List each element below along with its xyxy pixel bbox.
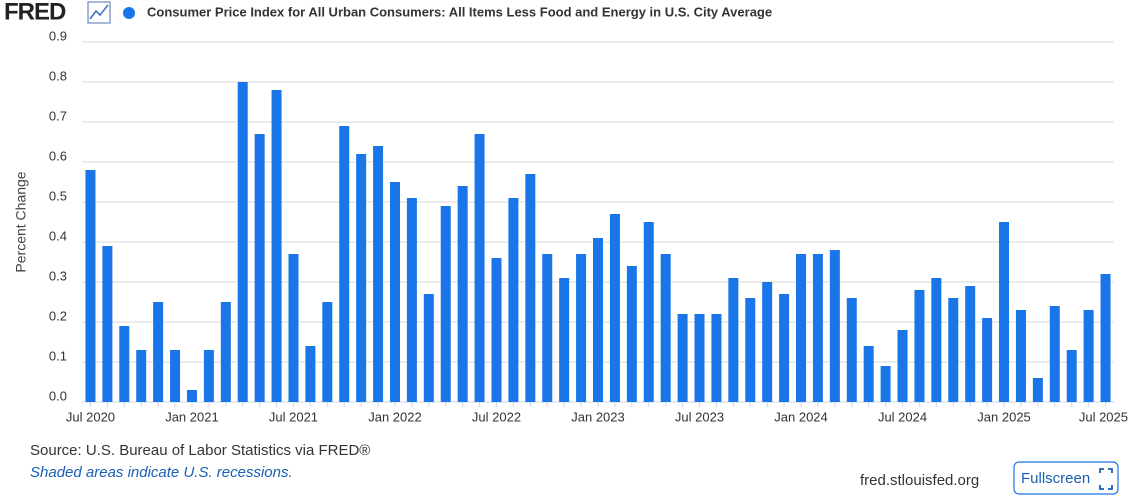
x-tick-label: Jul 2024 xyxy=(878,409,927,424)
y-axis-label: Percent Change xyxy=(13,171,29,272)
bar xyxy=(914,290,925,402)
bar xyxy=(186,390,197,402)
bar xyxy=(626,266,637,402)
bar xyxy=(1049,306,1060,402)
logo-icon xyxy=(87,1,111,24)
legend-marker xyxy=(123,7,135,19)
bar xyxy=(559,278,570,402)
x-tick-label: Jan 2024 xyxy=(774,409,828,424)
bar xyxy=(677,314,688,402)
bar xyxy=(254,134,265,402)
bar xyxy=(609,214,620,402)
bar xyxy=(1032,378,1043,402)
y-tick-label: 0.5 xyxy=(49,188,67,203)
bar xyxy=(457,186,468,402)
bar xyxy=(897,330,908,402)
x-tick-label: Jan 2021 xyxy=(165,409,219,424)
bar xyxy=(491,258,502,402)
bar xyxy=(508,198,519,402)
bar xyxy=(423,294,434,402)
y-tick-label: 0.0 xyxy=(49,388,67,403)
bar xyxy=(373,146,384,402)
y-tick-label: 0.2 xyxy=(49,308,67,323)
legend-label: Consumer Price Index for All Urban Consu… xyxy=(147,4,772,19)
logo: FRED xyxy=(4,0,66,25)
x-tick-label: Jan 2025 xyxy=(977,409,1031,424)
note: Shaded areas indicate U.S. recessions. xyxy=(30,464,293,481)
bar xyxy=(694,314,705,402)
bar xyxy=(389,182,400,402)
site-link[interactable]: fred.stlouisfed.org xyxy=(860,472,979,489)
x-tick-label: Jul 2022 xyxy=(472,409,521,424)
bar xyxy=(305,346,316,402)
bar xyxy=(999,222,1010,402)
bar xyxy=(1066,350,1077,402)
bar xyxy=(796,254,807,402)
bar xyxy=(322,302,333,402)
bar xyxy=(880,366,891,402)
bar xyxy=(660,254,671,402)
bar xyxy=(288,254,299,402)
bar xyxy=(846,298,857,402)
bar xyxy=(356,154,367,402)
y-tick-label: 0.8 xyxy=(49,68,67,83)
bar xyxy=(812,254,823,402)
bar xyxy=(474,134,485,402)
bar xyxy=(102,246,113,402)
bar xyxy=(339,126,350,402)
bar xyxy=(576,254,587,402)
y-tick-label: 0.6 xyxy=(49,148,67,163)
bar xyxy=(728,278,739,402)
bar xyxy=(863,346,874,402)
button-label[interactable]: Fullscreen xyxy=(1021,470,1090,487)
x-tick-label: Jul 2023 xyxy=(675,409,724,424)
bar xyxy=(440,206,451,402)
bar xyxy=(119,326,130,402)
bar xyxy=(643,222,654,402)
fullscreen-button[interactable]: Fullscreen xyxy=(1013,461,1119,495)
bar xyxy=(525,174,536,402)
y-tick-label: 0.4 xyxy=(49,228,67,243)
x-tick-label: Jul 2020 xyxy=(66,409,115,424)
bar xyxy=(829,250,840,402)
x-tick-label: Jan 2022 xyxy=(368,409,422,424)
bar xyxy=(711,314,722,402)
bar xyxy=(203,350,214,402)
bar xyxy=(153,302,164,402)
bar xyxy=(237,82,248,402)
bar xyxy=(931,278,942,402)
bar xyxy=(745,298,756,402)
y-tick-label: 0.3 xyxy=(49,268,67,283)
bar xyxy=(406,198,417,402)
y-tick-label: 0.7 xyxy=(49,108,67,123)
source: Source: U.S. Bureau of Labor Statistics … xyxy=(30,442,370,459)
bar xyxy=(170,350,181,402)
bar xyxy=(982,318,993,402)
bar xyxy=(779,294,790,402)
bar xyxy=(220,302,231,402)
bar xyxy=(948,298,959,402)
bar xyxy=(1015,310,1026,402)
y-tick-label: 0.1 xyxy=(49,348,67,363)
bar xyxy=(593,238,603,402)
bar xyxy=(542,254,553,402)
bar xyxy=(965,286,976,402)
bar xyxy=(136,350,147,402)
bar xyxy=(762,282,773,402)
bar xyxy=(1083,310,1094,402)
bar xyxy=(85,170,96,402)
x-tick-label: Jan 2023 xyxy=(571,409,625,424)
x-tick-label: Jul 2021 xyxy=(269,409,318,424)
bar xyxy=(271,90,282,402)
y-tick-label: 0.9 xyxy=(49,28,67,43)
bar xyxy=(1100,274,1111,402)
x-tick-label: Jul 2025 xyxy=(1079,409,1128,424)
